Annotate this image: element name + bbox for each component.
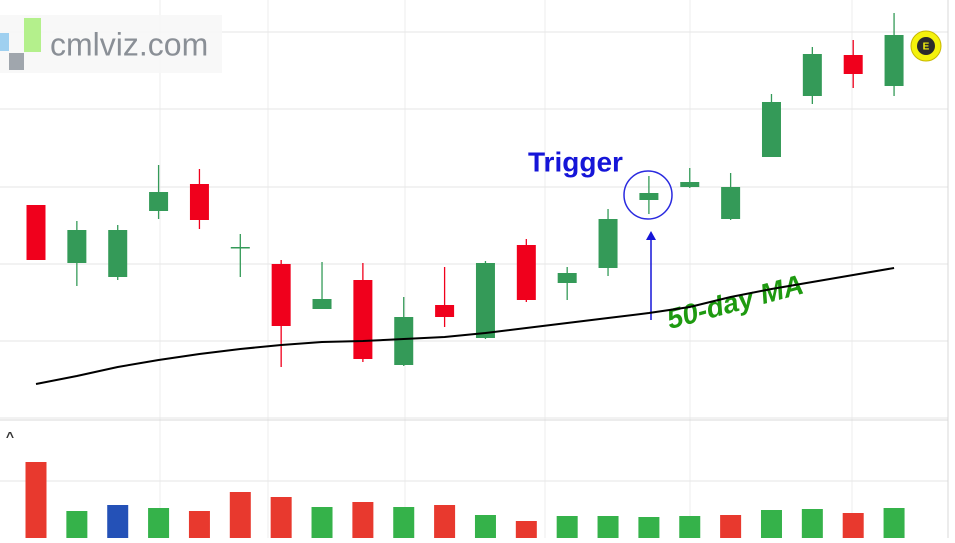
moving-average xyxy=(35,267,895,385)
candle-body xyxy=(271,264,291,326)
volume-bar xyxy=(311,507,333,538)
candle-body xyxy=(721,187,741,219)
volume-bar xyxy=(842,513,864,538)
volume-bar xyxy=(679,516,701,538)
candle-body xyxy=(884,35,904,86)
candle-body xyxy=(353,280,373,359)
earnings-badge-inner xyxy=(917,37,935,55)
candle-body xyxy=(843,55,863,74)
volume-bar xyxy=(229,492,251,538)
arrow-head xyxy=(646,231,656,240)
candle-body xyxy=(639,193,659,200)
collapse-icon[interactable]: ^ xyxy=(6,429,14,445)
candle-body xyxy=(312,299,332,309)
logo-text: cmlviz.com xyxy=(50,26,208,62)
candle-body xyxy=(557,273,577,283)
volume-bar xyxy=(434,505,456,538)
volume-bar xyxy=(352,502,374,538)
candle-body xyxy=(230,247,250,249)
volume-bar xyxy=(393,507,415,538)
ma-label: 50-day MA xyxy=(663,269,806,335)
volume-bar xyxy=(148,508,170,538)
candle-body xyxy=(598,219,618,268)
volume-bar xyxy=(66,511,88,538)
volume-bar xyxy=(597,516,619,538)
candle-body xyxy=(680,182,700,187)
candle-body xyxy=(189,184,209,220)
candle-body xyxy=(149,192,169,211)
trigger-circle xyxy=(623,170,673,220)
annotation: Trigger xyxy=(528,146,623,177)
earnings-text[interactable]: E xyxy=(923,42,930,53)
volume-bar xyxy=(883,508,905,538)
candle-body xyxy=(516,245,536,300)
volume-bar xyxy=(515,521,537,538)
volume-bar xyxy=(556,516,578,538)
candle-body xyxy=(108,230,128,277)
candle-body xyxy=(394,317,414,365)
volume-bar xyxy=(760,510,782,538)
candle-body xyxy=(26,205,46,260)
volume-bar xyxy=(801,509,823,538)
volume-bar xyxy=(188,511,210,538)
volume-bar xyxy=(720,515,742,538)
candle-body xyxy=(435,305,455,317)
candle-body xyxy=(761,102,781,157)
volume-bar xyxy=(270,497,292,538)
vertical-grid xyxy=(159,0,853,538)
candle-body xyxy=(67,230,87,263)
candle-body xyxy=(802,54,822,96)
volume-bar xyxy=(638,517,660,538)
volume-bar xyxy=(474,515,496,538)
logo-square xyxy=(24,18,41,52)
volume-bar xyxy=(107,505,129,538)
logo-square xyxy=(0,33,9,51)
candle-body xyxy=(475,263,495,338)
logo-square xyxy=(9,53,24,70)
volume-bar xyxy=(25,462,47,538)
